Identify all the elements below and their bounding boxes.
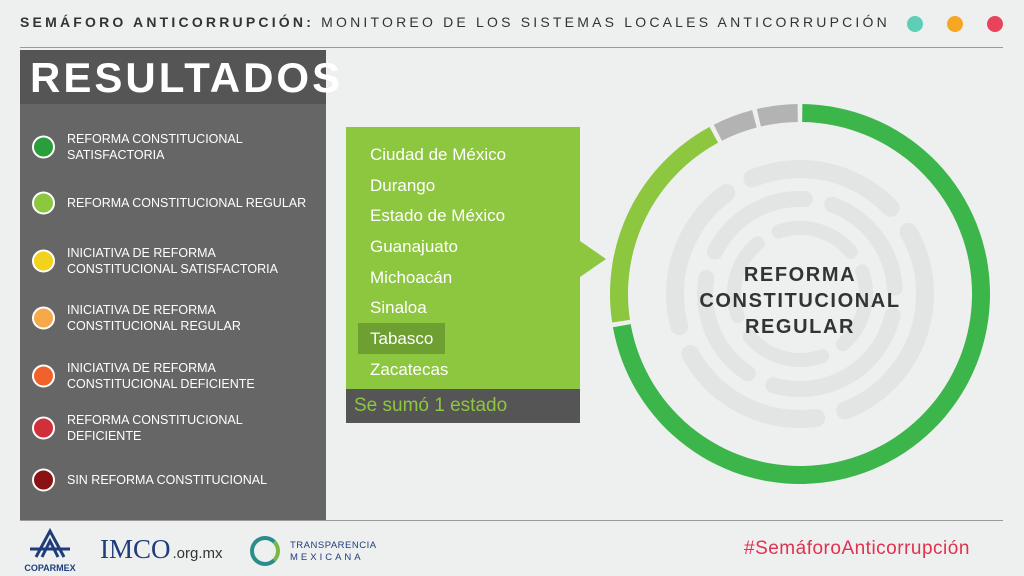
legend-swatch-icon — [32, 364, 55, 388]
legend-label: REFORMA CONSTITUCIONAL DEFICIENTE — [67, 413, 243, 443]
state-list: Ciudad de México Durango Estado de Méxic… — [346, 127, 580, 389]
hashtag: #SemáforoAnticorrupción — [744, 538, 970, 559]
legend-label: REFORMA CONSTITUCIONAL REGULAR — [67, 196, 307, 210]
legend-item: INICIATIVA DE REFORMA CONSTITUCIONAL REG… — [30, 298, 320, 338]
legend-label: INICIATIVA DE REFORMA CONSTITUCIONAL SAT… — [67, 246, 278, 276]
state-item: Zacatecas — [370, 360, 449, 379]
legend-item: INICIATIVA DE REFORMA CONSTITUCIONAL DEF… — [30, 356, 320, 396]
tm-line2: MEXICANA — [290, 552, 364, 563]
transparencia-mexicana-logo: TRANSPARENCIA MEXICANA — [250, 535, 390, 567]
legend-swatch-icon — [32, 416, 55, 440]
ring-center-line: REFORMA — [743, 264, 857, 286]
state-item: Estado de México — [370, 206, 506, 225]
dot-teal-icon — [907, 16, 923, 32]
legend-panel — [20, 50, 326, 520]
ring-center-label: REFORMA CONSTITUCIONAL REGULAR — [660, 262, 940, 340]
ring-segment-gris — [713, 110, 757, 141]
legend-label: INICIATIVA DE REFORMA CONSTITUCIONAL DEF… — [67, 361, 255, 391]
legend-swatch-icon — [32, 135, 55, 159]
state-item: Durango — [370, 176, 436, 195]
legend-swatch-icon — [32, 306, 55, 330]
state-list-footer: Se sumó 1 estado — [346, 389, 580, 423]
legend-swatch-icon — [32, 249, 55, 273]
tm-line1: TRANSPARENCIA — [290, 540, 377, 551]
ring-center-line: REGULAR — [744, 316, 856, 338]
imco-domain: .org.mx — [172, 545, 223, 562]
legend-label: SIN REFORMA CONSTITUCIONAL — [67, 473, 268, 487]
ring-segment-regular — [610, 126, 719, 323]
header-dots — [907, 16, 1003, 32]
header-title-rest: MONITOREO DE LOS SISTEMAS LOCALES ANTICO… — [321, 14, 890, 30]
legend-item: REFORMA CONSTITUCIONAL REGULAR — [30, 183, 320, 223]
header-divider — [20, 47, 1003, 48]
ring-segments — [610, 104, 990, 484]
header-title-bold: SEMÁFORO ANTICORRUPCIÓN: — [20, 14, 315, 30]
state-item: Michoacán — [370, 268, 453, 287]
ring-chart — [610, 104, 990, 484]
legend-label: INICIATIVA DE REFORMA CONSTITUCIONAL REG… — [67, 303, 241, 333]
decorative-rings-icon — [666, 160, 934, 428]
transparencia-ring-icon — [250, 536, 280, 566]
legend-item: INICIATIVA DE REFORMA CONSTITUCIONAL SAT… — [30, 241, 320, 281]
pointer-arrow-icon — [580, 241, 606, 277]
ring-center-line: CONSTITUCIONAL — [699, 290, 901, 312]
legend-label: REFORMA CONSTITUCIONAL SATISFACTORIA — [67, 132, 243, 162]
legend-item: REFORMA CONSTITUCIONAL DEFICIENTE — [30, 408, 320, 448]
results-title-box: RESULTADOS — [20, 50, 340, 104]
imco-logo: IMCO .org.mx — [100, 534, 223, 565]
legend-swatch-icon — [32, 468, 55, 492]
legend-item: REFORMA CONSTITUCIONAL SATISFACTORIA — [30, 127, 320, 167]
ring-segment-gris — [756, 104, 798, 127]
state-item: Sinaloa — [370, 298, 427, 317]
coparmex-label: COPARMEX — [24, 563, 76, 573]
state-item: Guanajuato — [370, 237, 458, 256]
states-added-text: Se sumó 1 estado — [354, 395, 508, 416]
state-item: Ciudad de México — [370, 145, 507, 164]
footer-divider — [20, 520, 1003, 521]
imco-label: IMCO — [100, 534, 171, 564]
header-title: SEMÁFORO ANTICORRUPCIÓN: MONITOREO DE LO… — [20, 14, 890, 30]
results-title: RESULTADOS — [30, 54, 344, 101]
state-item: Tabasco — [358, 323, 446, 354]
legend-swatch-icon — [32, 191, 55, 215]
dot-orange-icon — [947, 16, 963, 32]
coparmex-emblem-icon — [30, 527, 70, 558]
legend-item: SIN REFORMA CONSTITUCIONAL — [30, 460, 320, 500]
coparmex-logo: COPARMEX — [22, 527, 78, 573]
dot-red-icon — [987, 16, 1003, 32]
